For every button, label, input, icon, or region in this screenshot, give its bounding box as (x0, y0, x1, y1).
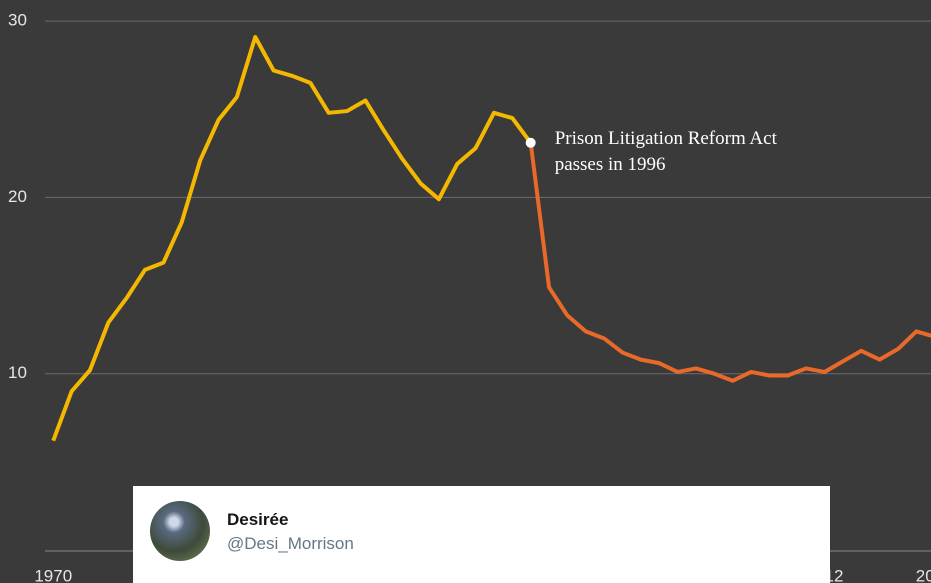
x-tick-label: 1970 (34, 566, 72, 583)
line-series (51, 35, 533, 442)
annotation-dot (525, 137, 536, 148)
line-series (528, 142, 931, 383)
annotation-text: passes in 1996 (555, 154, 666, 175)
avatar[interactable] (150, 501, 210, 561)
tweet-card[interactable]: Desirée @Desi_Morrison (133, 486, 830, 583)
x-tick-label: 2018 (916, 566, 931, 583)
tweet-handle[interactable]: @Desi_Morrison (227, 534, 354, 553)
y-tick-label: 20 (8, 187, 27, 206)
y-tick-label: 10 (8, 363, 27, 382)
tweet-name[interactable]: Desirée (227, 510, 289, 529)
y-tick-label: 30 (8, 11, 27, 30)
annotation-text: Prison Litigation Reform Act (555, 128, 778, 149)
